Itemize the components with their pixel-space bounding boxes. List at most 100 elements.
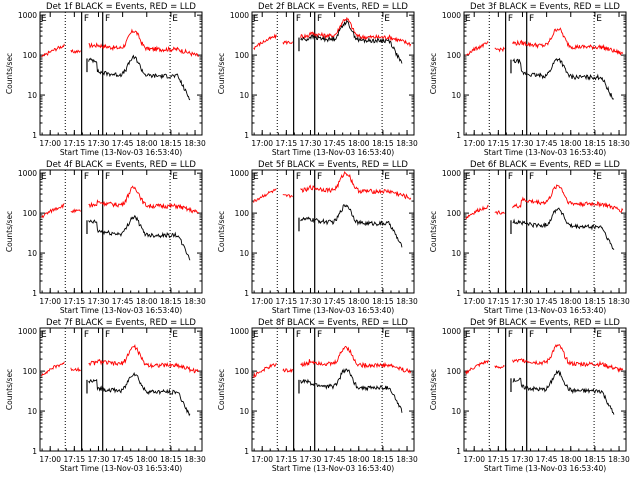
marker-label: F bbox=[529, 172, 534, 182]
lld-series-line bbox=[88, 343, 199, 374]
y-axis-label: Counts/sec bbox=[429, 211, 438, 252]
marker-label: F bbox=[296, 172, 301, 182]
x-axis-label: Start Time (13-Nov-03 16:53:40) bbox=[484, 306, 606, 315]
panel-title: Det 2f BLACK = Events, RED = LLD bbox=[258, 2, 408, 12]
lld-mid-segment bbox=[494, 364, 505, 369]
events-series-line bbox=[512, 207, 615, 251]
x-tick-label: 18:00 bbox=[136, 297, 158, 306]
plot-frame bbox=[463, 11, 627, 136]
y-tick-label: 100 bbox=[23, 367, 38, 376]
marker-label: F bbox=[529, 14, 534, 24]
lld-mid-segment bbox=[70, 48, 81, 54]
marker-label: F bbox=[508, 172, 513, 182]
lld-mid-segment bbox=[494, 209, 505, 216]
y-tick-label: 10 bbox=[27, 249, 37, 258]
lld-mid-segment bbox=[70, 208, 81, 214]
y-axis-label: Counts/sec bbox=[5, 369, 14, 410]
plot-frame bbox=[39, 327, 203, 452]
x-axis-label: Start Time (13-Nov-03 16:53:40) bbox=[272, 464, 394, 473]
marker-label: F bbox=[508, 14, 513, 24]
marker-label: E bbox=[253, 14, 259, 24]
x-axis-label: Start Time (13-Nov-03 16:53:40) bbox=[60, 464, 182, 473]
x-tick-label: 18:00 bbox=[560, 455, 582, 464]
x-tick-label: 17:00 bbox=[39, 455, 61, 464]
panel-title: Det 7f BLACK = Events, RED = LLD bbox=[46, 318, 196, 328]
lld-series-line bbox=[512, 184, 624, 213]
x-tick-label: 17:15 bbox=[276, 455, 298, 464]
x-tick-label: 17:00 bbox=[39, 139, 61, 148]
x-tick-label: 17:00 bbox=[463, 297, 485, 306]
lld-series-line bbox=[88, 185, 199, 214]
y-tick-label: 1 bbox=[244, 131, 249, 140]
panel-det-2: Det 2f BLACK = Events, RED = LLD 1 10 100 10… bbox=[217, 2, 418, 157]
x-tick-label: 17:15 bbox=[276, 139, 298, 148]
y-tick-label: 10 bbox=[239, 249, 249, 258]
marker-label: E bbox=[596, 172, 602, 182]
y-axis-label: Counts/sec bbox=[217, 53, 226, 94]
x-tick-label: 17:30 bbox=[300, 139, 322, 148]
x-tick-label: 18:15 bbox=[584, 455, 606, 464]
y-tick-label: 1000 bbox=[18, 327, 37, 336]
panel-det-7: Det 7f BLACK = Events, RED = LLD 1 10 100 10… bbox=[5, 318, 206, 473]
x-tick-label: 17:15 bbox=[276, 297, 298, 306]
lld-series-line bbox=[300, 345, 412, 374]
y-tick-label: 1 bbox=[456, 289, 461, 298]
lld-mid-segment bbox=[494, 46, 505, 53]
x-tick-label: 18:30 bbox=[608, 297, 630, 306]
plot-frame bbox=[251, 11, 415, 136]
lld-series-line bbox=[512, 344, 624, 373]
marker-label: E bbox=[41, 172, 47, 182]
x-tick-label: 17:15 bbox=[64, 139, 86, 148]
marker-label: F bbox=[317, 14, 322, 24]
marker-label: F bbox=[508, 330, 513, 340]
x-tick-label: 18:30 bbox=[396, 297, 418, 306]
y-tick-label: 100 bbox=[235, 209, 250, 218]
lld-early-segment bbox=[253, 33, 277, 51]
plot-frame bbox=[463, 327, 627, 452]
y-tick-label: 1 bbox=[32, 131, 37, 140]
marker-label: E bbox=[172, 330, 178, 340]
x-tick-label: 18:15 bbox=[160, 139, 182, 148]
x-tick-label: 17:15 bbox=[64, 297, 86, 306]
marker-label: F bbox=[317, 330, 322, 340]
x-tick-label: 17:15 bbox=[488, 455, 510, 464]
y-tick-label: 1000 bbox=[230, 169, 249, 178]
y-tick-label: 1 bbox=[244, 289, 249, 298]
lld-early-segment bbox=[41, 361, 65, 377]
lld-early-segment bbox=[465, 359, 489, 375]
y-axis-label: Counts/sec bbox=[217, 211, 226, 252]
y-tick-label: 100 bbox=[447, 209, 462, 218]
x-tick-label: 18:30 bbox=[396, 139, 418, 148]
events-series-line bbox=[88, 54, 191, 101]
x-tick-label: 17:30 bbox=[88, 139, 110, 148]
marker-label: F bbox=[105, 172, 110, 182]
x-tick-label: 17:30 bbox=[300, 297, 322, 306]
x-axis-label: Start Time (13-Nov-03 16:53:40) bbox=[272, 148, 394, 157]
y-tick-label: 1 bbox=[456, 131, 461, 140]
marker-label: E bbox=[41, 330, 47, 340]
x-axis-label: Start Time (13-Nov-03 16:53:40) bbox=[60, 306, 182, 315]
lld-early-segment bbox=[465, 204, 489, 220]
x-tick-label: 17:15 bbox=[488, 139, 510, 148]
y-tick-label: 10 bbox=[239, 407, 249, 416]
x-tick-label: 17:00 bbox=[39, 297, 61, 306]
x-tick-label: 17:15 bbox=[488, 297, 510, 306]
marker-label: F bbox=[296, 14, 301, 24]
lld-series-line bbox=[300, 16, 412, 48]
y-tick-label: 10 bbox=[451, 249, 461, 258]
marker-label: F bbox=[296, 330, 301, 340]
panel-title: Det 5f BLACK = Events, RED = LLD bbox=[258, 160, 408, 170]
x-tick-label: 17:30 bbox=[88, 455, 110, 464]
lld-early-segment bbox=[253, 188, 277, 203]
marker-label: E bbox=[465, 172, 471, 182]
marker-label: E bbox=[596, 330, 602, 340]
lld-early-segment bbox=[465, 41, 489, 56]
marker-label: E bbox=[172, 14, 178, 24]
marker-label: F bbox=[529, 330, 534, 340]
marker-label: F bbox=[105, 14, 110, 24]
x-tick-label: 17:45 bbox=[536, 297, 558, 306]
y-tick-label: 1000 bbox=[442, 169, 461, 178]
panel-title: Det 3f BLACK = Events, RED = LLD bbox=[470, 2, 620, 12]
x-tick-label: 17:00 bbox=[251, 455, 273, 464]
